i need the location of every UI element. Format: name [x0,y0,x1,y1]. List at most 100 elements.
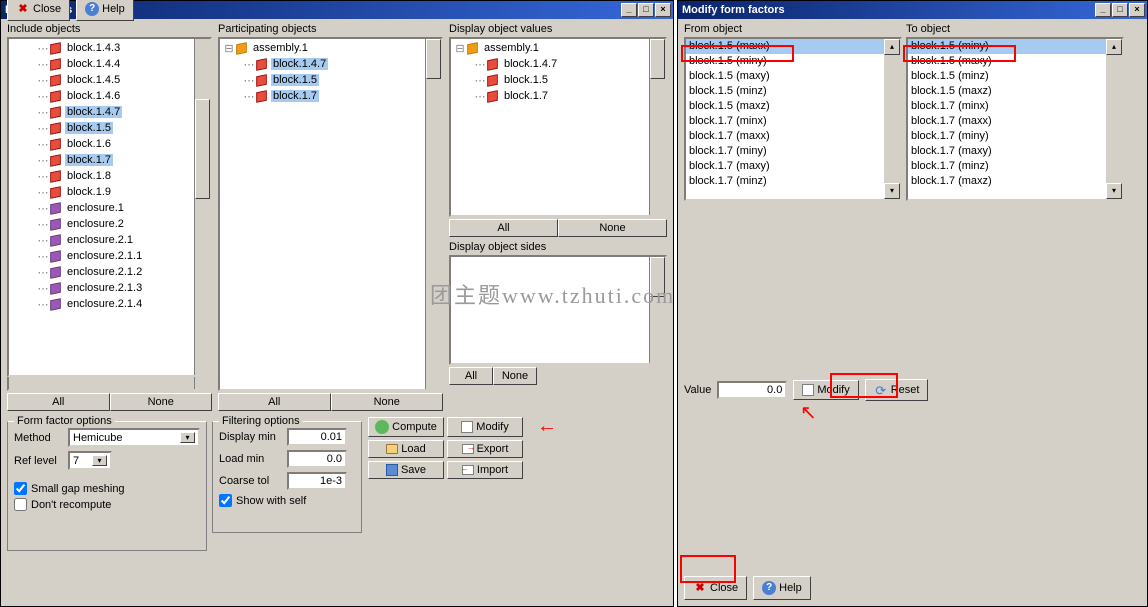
tree-item[interactable]: ⋯block.1.4.3 [25,40,209,56]
part-all-button[interactable]: All [218,393,331,411]
participating-tree[interactable]: ⊟assembly.1⋯block.1.4.7⋯block.1.5⋯block.… [218,37,443,391]
tree-item[interactable]: ⋯block.1.6 [25,136,209,152]
reflevel-select[interactable]: 7 [68,451,112,470]
load-min-input[interactable] [287,450,347,468]
help-button[interactable]: ?Help [76,0,134,21]
tree-item[interactable]: ⋯block.1.4.7 [452,56,664,72]
list-item[interactable]: block.1.5 (maxx) [686,39,900,54]
close-window-button[interactable]: × [1129,3,1145,17]
maximize-button[interactable]: □ [1112,3,1128,17]
list-item[interactable]: block.1.5 (maxy) [686,69,900,84]
tree-item[interactable]: ⋯enclosure.1 [25,200,209,216]
compute-button[interactable]: Compute [368,417,444,437]
list-item[interactable]: block.1.7 (maxx) [686,129,900,144]
include-all-button[interactable]: All [7,393,110,411]
list-item[interactable]: block.1.5 (maxz) [908,84,1122,99]
tree-item[interactable]: ⋯block.1.5 [25,120,209,136]
import-button[interactable]: Import [447,461,523,479]
list-item[interactable]: block.1.5 (minz) [908,69,1122,84]
list-item[interactable]: block.1.5 (minz) [686,84,900,99]
cube-icon [49,154,62,167]
display-values-tree[interactable]: ⊟assembly.1⋯block.1.4.7⋯block.1.5⋯block.… [449,37,667,217]
modify-button[interactable]: Modify [447,417,523,437]
scrollbar[interactable] [425,39,441,389]
titlebar[interactable]: Modify form factors _ □ × [678,1,1147,19]
cube-icon [49,42,62,55]
reset-button[interactable]: ⟳Reset [865,379,929,401]
include-none-button[interactable]: None [110,393,213,411]
value-input[interactable] [717,381,787,399]
tree-item[interactable]: ⋯block.1.4.5 [25,72,209,88]
method-select[interactable]: Hemicube [68,428,200,447]
tree-item[interactable]: ⋯enclosure.2.1.1 [25,248,209,264]
tree-item[interactable]: ⋯enclosure.2.1.4 [25,296,209,312]
include-tree[interactable]: ⋯block.1.4.3⋯block.1.4.4⋯block.1.4.5⋯blo… [7,37,212,377]
minimize-button[interactable]: _ [1095,3,1111,17]
tree-item[interactable]: ⋯enclosure.2 [25,216,209,232]
list-item[interactable]: block.1.7 (minz) [908,159,1122,174]
list-item[interactable]: block.1.5 (maxz) [686,99,900,114]
list-item[interactable]: block.1.7 (minz) [686,174,900,189]
tree-item[interactable]: ⋯block.1.9 [25,184,209,200]
close-button[interactable]: ✖Close [7,0,70,21]
tree-item[interactable]: ⋯block.1.8 [25,168,209,184]
display-sides-tree[interactable] [449,255,667,365]
help-button[interactable]: ?Help [753,576,811,600]
cube-icon [49,74,62,87]
tree-item[interactable]: ⋯enclosure.2.1 [25,232,209,248]
tree-item-label: enclosure.2.1.1 [65,250,144,262]
show-self-checkbox[interactable] [219,494,232,507]
modify-value-button[interactable]: Modify [793,380,858,400]
tree-item[interactable]: ⋯enclosure.2.1.3 [25,280,209,296]
list-item[interactable]: block.1.7 (minx) [908,99,1122,114]
dispval-none-button[interactable]: None [558,219,667,237]
list-item[interactable]: block.1.7 (maxy) [686,159,900,174]
close-button[interactable]: ✖Close [684,576,747,600]
list-item[interactable]: block.1.5 (miny) [686,54,900,69]
export-button[interactable]: Export [447,440,523,458]
part-none-button[interactable]: None [331,393,444,411]
list-item[interactable]: block.1.5 (miny) [908,39,1122,54]
tree-item[interactable]: ⋯block.1.7 [25,152,209,168]
tree-item[interactable]: ⊟assembly.1 [452,40,664,56]
tree-item-label: block.1.4.6 [65,90,122,102]
list-item[interactable]: block.1.7 (miny) [908,129,1122,144]
tree-item[interactable]: ⋯block.1.4.7 [25,104,209,120]
tree-item[interactable]: ⋯block.1.5 [221,72,440,88]
maximize-button[interactable]: □ [638,3,654,17]
dispval-all-button[interactable]: All [449,219,558,237]
folder-icon [386,444,398,454]
list-item[interactable]: block.1.7 (maxz) [908,174,1122,189]
small-gap-checkbox[interactable] [14,482,27,495]
scrollbar[interactable] [649,257,665,363]
close-window-button[interactable]: × [655,3,671,17]
minimize-button[interactable]: _ [621,3,637,17]
tree-item[interactable]: ⋯block.1.7 [221,88,440,104]
load-button[interactable]: Load [368,440,444,458]
list-item[interactable]: block.1.7 (maxy) [908,144,1122,159]
list-item[interactable]: block.1.7 (miny) [686,144,900,159]
tree-item[interactable]: ⋯block.1.5 [452,72,664,88]
from-list[interactable]: block.1.5 (maxx)block.1.5 (miny)block.1.… [684,37,902,201]
tree-item[interactable]: ⋯block.1.4.4 [25,56,209,72]
tree-item[interactable]: ⊟assembly.1 [221,40,440,56]
list-item[interactable]: block.1.7 (minx) [686,114,900,129]
to-list[interactable]: block.1.5 (miny)block.1.5 (maxy)block.1.… [906,37,1124,201]
tree-item[interactable]: ⋯block.1.7 [452,88,664,104]
modify-icon [802,384,814,396]
save-button[interactable]: Save [368,461,444,479]
scrollbar[interactable] [649,39,665,215]
dont-recompute-checkbox[interactable] [14,498,27,511]
list-item[interactable]: block.1.7 (maxx) [908,114,1122,129]
scrollbar[interactable]: ▴▾ [884,39,900,199]
list-item[interactable]: block.1.5 (maxy) [908,54,1122,69]
tree-item[interactable]: ⋯enclosure.2.1.2 [25,264,209,280]
tree-item[interactable]: ⋯block.1.4.7 [221,56,440,72]
dispsides-none-button[interactable]: None [493,367,537,385]
coarse-tol-input[interactable] [287,472,347,490]
scrollbar[interactable] [194,39,210,375]
dispsides-all-button[interactable]: All [449,367,493,385]
scrollbar[interactable]: ▴▾ [1106,39,1122,199]
display-min-input[interactable] [287,428,347,446]
tree-item[interactable]: ⋯block.1.4.6 [25,88,209,104]
